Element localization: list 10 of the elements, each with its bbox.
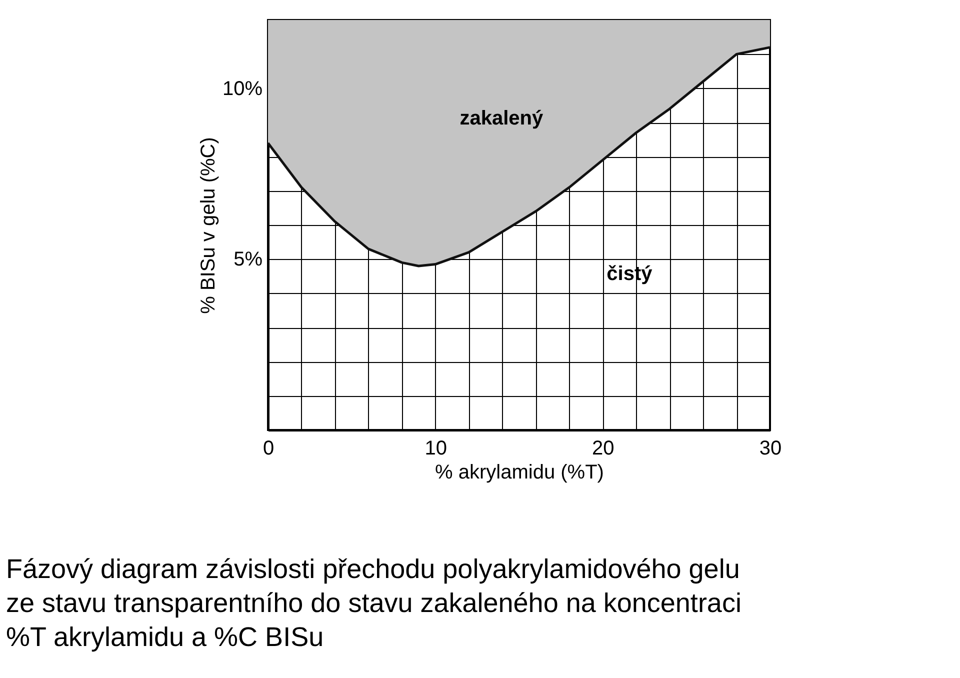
x-tick-label: 0 xyxy=(262,438,274,460)
x-tick-label: 30 xyxy=(759,438,782,460)
x-tick-label: 20 xyxy=(592,438,614,460)
annotation: zakalený xyxy=(460,107,544,130)
x-axis-title: % akrylamidu (%T) xyxy=(435,462,604,484)
y-tick-label: 10% xyxy=(222,78,263,100)
text: Fázový diagram závislosti přechodu polyakrylamidového gelu ze stavu transparentního do stavu zakaleného na koncentraci %T akrylamidu a %C BISu xyxy=(6,554,742,652)
y-tick-label: 5% xyxy=(234,248,263,271)
y-axis-title: % BISu v gelu (%C) xyxy=(197,137,220,314)
x-tick-label: 10 xyxy=(424,438,447,460)
